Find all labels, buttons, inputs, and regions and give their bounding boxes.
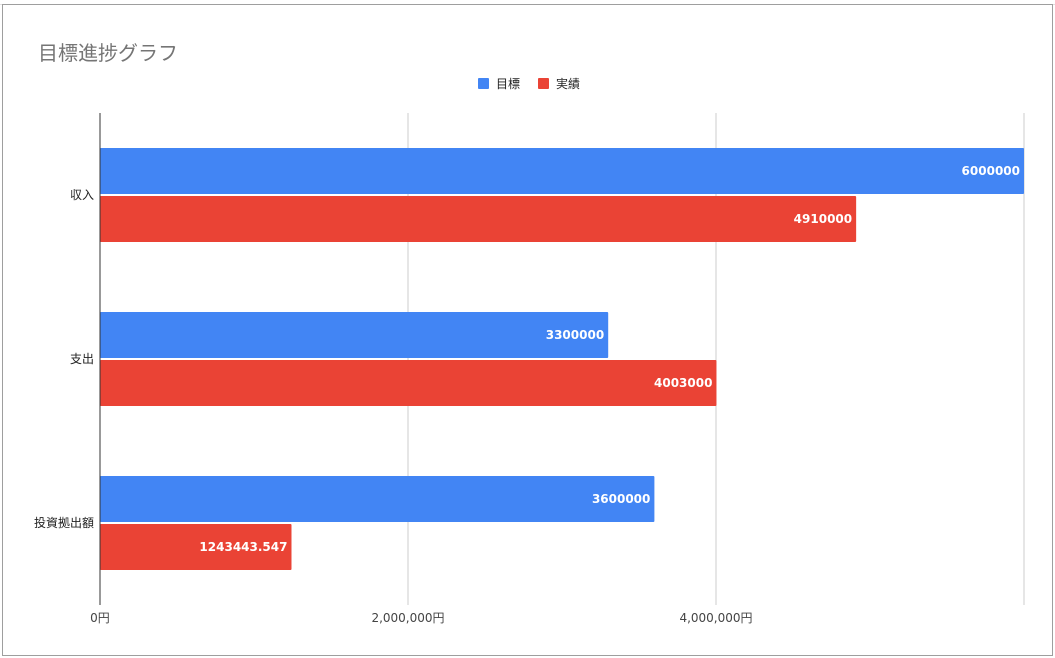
chart-gridlines bbox=[407, 113, 1025, 605]
data-label-1-1: 4003000 bbox=[654, 376, 712, 390]
data-label-1-0: 4910000 bbox=[794, 212, 852, 226]
x-tick-label-0: 0円 bbox=[90, 611, 110, 625]
x-tick-label-1: 2,000,000円 bbox=[371, 611, 444, 625]
legend-swatch-0 bbox=[478, 78, 489, 89]
chart-bars: 6000000 4910000 3300000 4003000 3600000 12434… bbox=[100, 148, 1024, 570]
data-label-0-1: 3300000 bbox=[546, 328, 604, 342]
data-label-0-2: 3600000 bbox=[592, 492, 650, 506]
bar-target-2[interactable] bbox=[100, 476, 655, 522]
category-label-0: 収入 bbox=[70, 188, 94, 202]
bar-target-0[interactable] bbox=[100, 148, 1024, 194]
data-label-1-2: 1243443.547 bbox=[199, 540, 287, 554]
bar-actual-1[interactable] bbox=[100, 360, 717, 406]
legend-label-1: 実績 bbox=[556, 76, 580, 91]
bar-target-1[interactable] bbox=[100, 312, 609, 358]
category-label-1: 支出 bbox=[70, 352, 94, 366]
x-tick-label-2: 4,000,000円 bbox=[679, 611, 752, 625]
chart-legend[interactable]: 目標 実績 bbox=[478, 76, 580, 91]
data-label-0-0: 6000000 bbox=[962, 164, 1020, 178]
category-label-2: 投資拠出額 bbox=[34, 515, 94, 530]
chart-title: 目標進捗グラフ bbox=[38, 41, 178, 65]
legend-swatch-1 bbox=[538, 78, 549, 89]
legend-label-0: 目標 bbox=[496, 77, 520, 91]
bar-actual-0[interactable] bbox=[100, 196, 857, 242]
bar-actual-2[interactable] bbox=[100, 524, 292, 570]
